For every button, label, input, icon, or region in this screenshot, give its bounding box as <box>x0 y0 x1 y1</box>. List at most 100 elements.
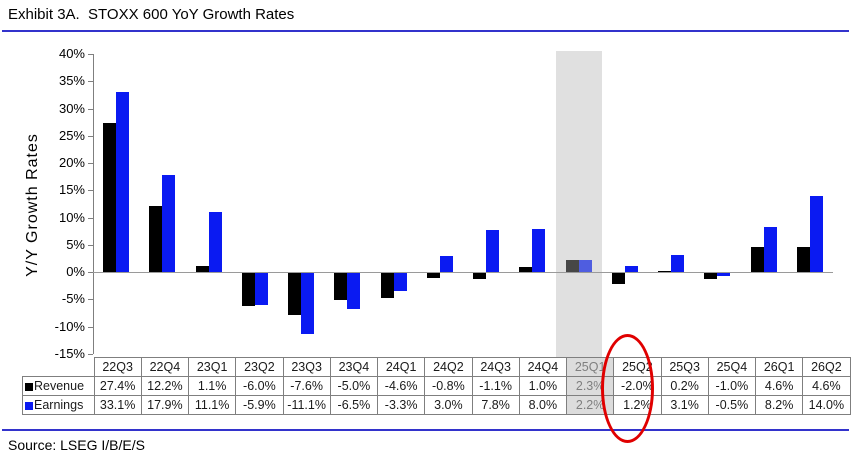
value-earnings-23q1: 11.1% <box>187 395 237 415</box>
bar-revenue-25q1 <box>565 259 579 273</box>
quarter-header-24q4: 24Q4 <box>518 357 568 377</box>
bar-earnings-22q3 <box>116 91 130 273</box>
value-earnings-23q3: -11.1% <box>282 395 331 415</box>
value-earnings-24q3: 7.8% <box>471 395 520 415</box>
y-tick-mark <box>88 163 93 165</box>
title-divider-line <box>2 30 849 32</box>
table-corner-cell <box>23 358 95 377</box>
quarter-header-26q2: 26Q2 <box>802 357 851 377</box>
zero-baseline <box>93 272 833 274</box>
bar-revenue-23q1 <box>195 266 209 273</box>
y-tick-mark <box>88 108 93 110</box>
y-tick-mark <box>88 54 93 55</box>
quarter-header-23q1: 23Q1 <box>187 357 237 377</box>
bar-earnings-26q2 <box>809 195 823 273</box>
y-tick-mark <box>88 326 93 328</box>
bar-earnings-24q2 <box>439 255 453 273</box>
bar-earnings-24q4 <box>532 228 546 273</box>
value-earnings-25q2: 1.2% <box>613 395 662 415</box>
value-revenue-25q2: -2.0% <box>613 376 662 396</box>
y-tick-label: -15% <box>54 346 85 361</box>
bar-earnings-24q1 <box>393 273 407 292</box>
y-tick-mark <box>88 81 93 83</box>
value-revenue-24q4: 1.0% <box>518 376 568 396</box>
y-tick-label: 40% <box>58 46 85 61</box>
y-tick-label: 30% <box>58 100 85 116</box>
value-revenue-24q2: -0.8% <box>424 376 473 396</box>
y-tick-label: -10% <box>54 318 85 334</box>
legend-swatch-revenue <box>25 382 33 391</box>
y-tick-mark <box>88 354 93 355</box>
value-revenue-25q1: 2.3% <box>565 376 615 396</box>
bar-earnings-25q3 <box>671 255 685 273</box>
quarter-header-25q3: 25Q3 <box>660 357 709 377</box>
y-tick-label: -5% <box>61 291 85 307</box>
quarter-header-25q2: 25Q2 <box>613 357 662 377</box>
source-text: Source: LSEG I/B/E/S <box>8 437 145 453</box>
table-row-earnings: Earnings 33.1% 17.9% 11.1% -5.9% -11.1% -6.5% -… <box>22 395 851 415</box>
value-revenue-26q1: 4.6% <box>754 376 804 396</box>
y-tick-label: 15% <box>58 182 85 198</box>
bar-earnings-25q2 <box>624 265 638 273</box>
value-earnings-26q2: 14.0% <box>802 395 851 415</box>
quarter-header-23q4: 23Q4 <box>329 357 379 377</box>
bar-revenue-26q2 <box>796 247 810 273</box>
bar-earnings-22q4 <box>162 174 176 273</box>
bar-earnings-23q1 <box>208 211 222 273</box>
bar-earnings-24q3 <box>486 229 500 273</box>
chart-plot-area: 40% 35% 30% 25% 20% 15% 10% 5% 0% -5% -10% -15% <box>55 46 833 361</box>
legend-cell-revenue: Revenue <box>22 376 95 396</box>
quarter-header-25q4: 25Q4 <box>707 357 757 377</box>
y-tick-mark <box>88 299 93 301</box>
bar-revenue-23q4 <box>334 273 348 301</box>
value-revenue-25q3: 0.2% <box>660 376 709 396</box>
value-earnings-24q1: -3.3% <box>376 395 426 415</box>
value-earnings-25q3: 3.1% <box>660 395 709 415</box>
quarter-header-24q1: 24Q1 <box>376 357 426 377</box>
value-revenue-22q3: 27.4% <box>93 376 142 396</box>
bar-revenue-24q4 <box>519 266 533 273</box>
quarter-header-24q2: 24Q2 <box>424 357 473 377</box>
highlight-band-25q1 <box>555 51 602 357</box>
y-tick-mark <box>88 135 93 137</box>
y-tick-mark <box>88 272 93 274</box>
value-revenue-25q4: -1.0% <box>707 376 757 396</box>
quarter-header-24q3: 24Q3 <box>471 357 520 377</box>
legend-cell-earnings: Earnings <box>22 395 95 415</box>
y-tick-label: 25% <box>58 127 85 143</box>
bar-revenue-24q2 <box>426 273 440 278</box>
quarter-header-25q1: 25Q1 <box>565 357 615 377</box>
y-tick-label: 0% <box>66 264 85 280</box>
value-revenue-23q1: 1.1% <box>187 376 237 396</box>
quarter-header-23q2: 23Q2 <box>235 357 284 377</box>
value-revenue-22q4: 12.2% <box>140 376 190 396</box>
value-revenue-24q3: -1.1% <box>471 376 520 396</box>
data-table: 22Q3 22Q4 23Q1 23Q2 23Q3 23Q4 24Q1 24Q2 24Q3 24Q4… <box>22 357 851 415</box>
bar-earnings-23q2 <box>254 273 268 306</box>
legend-label-revenue: Revenue <box>34 379 85 393</box>
bar-revenue-24q1 <box>380 273 394 299</box>
quarter-header-22q4: 22Q4 <box>140 357 190 377</box>
bar-revenue-23q2 <box>241 273 255 306</box>
bar-revenue-25q3 <box>658 271 672 273</box>
table-row-revenue: Revenue 27.4% 12.2% 1.1% -6.0% -7.6% -5.0% -4.6… <box>22 376 851 396</box>
value-earnings-26q1: 8.2% <box>754 395 804 415</box>
value-revenue-24q1: -4.6% <box>376 376 426 396</box>
y-axis-line <box>93 54 94 354</box>
bar-earnings-26q1 <box>763 227 777 273</box>
page-title: Exhibit 3A. STOXX 600 YoY Growth Rates <box>8 6 295 23</box>
value-earnings-22q3: 33.1% <box>93 395 142 415</box>
source-divider-line <box>2 429 849 431</box>
value-earnings-22q4: 17.9% <box>140 395 190 415</box>
value-revenue-26q2: 4.6% <box>802 376 851 396</box>
value-revenue-23q3: -7.6% <box>282 376 331 396</box>
bar-earnings-25q4 <box>717 273 731 276</box>
bar-revenue-25q4 <box>704 273 718 279</box>
y-tick-label: 20% <box>58 155 85 171</box>
quarter-header-23q3: 23Q3 <box>282 357 331 377</box>
y-tick-label: 5% <box>66 236 85 252</box>
value-earnings-24q4: 8.0% <box>518 395 568 415</box>
legend-label-earnings: Earnings <box>34 398 84 412</box>
y-tick-mark <box>88 244 93 246</box>
